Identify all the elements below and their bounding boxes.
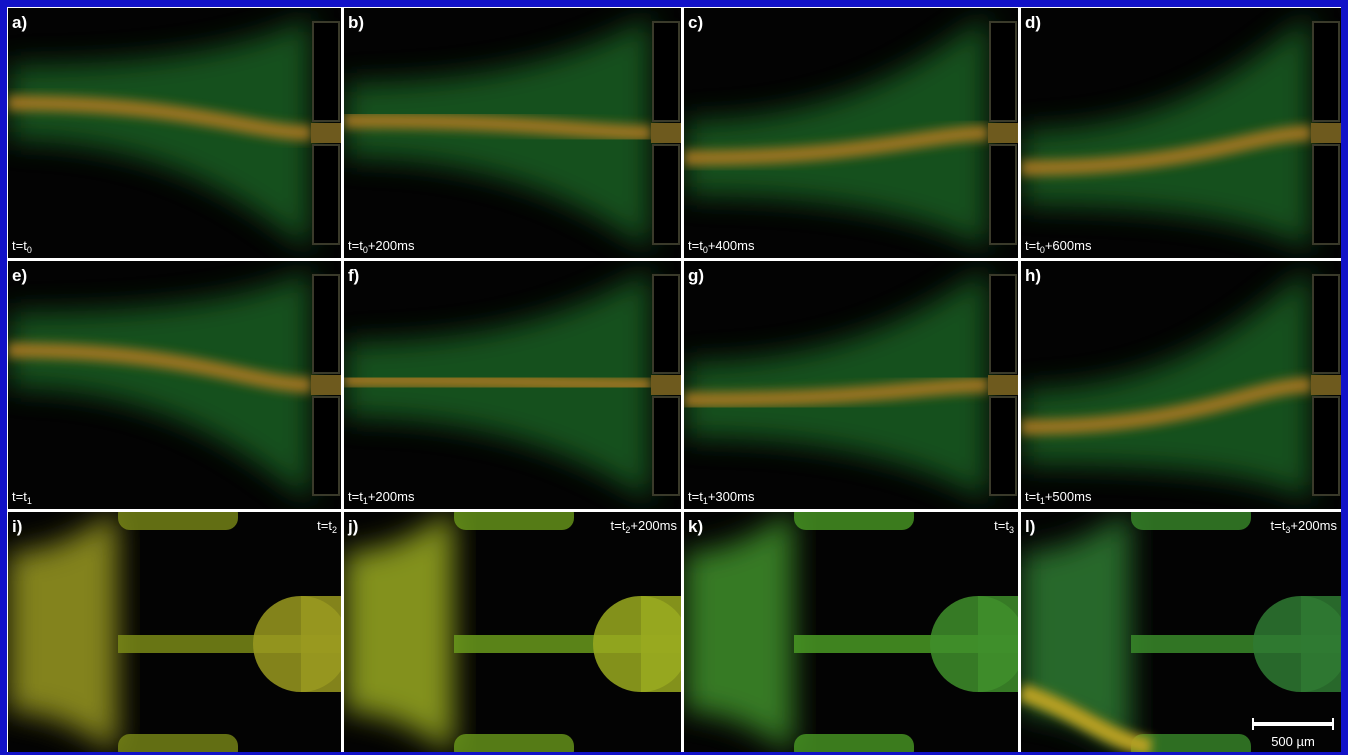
panel-label: i) — [12, 517, 22, 536]
wall — [653, 145, 679, 244]
time-label: t=t1+300ms — [688, 489, 755, 506]
channel — [651, 375, 681, 395]
wall — [990, 145, 1016, 244]
wall — [313, 275, 339, 373]
chamber-ext — [641, 596, 681, 692]
time-base: t=t — [611, 518, 626, 533]
time-sub: 1 — [27, 496, 32, 506]
time-rest: +200ms — [630, 518, 677, 533]
time-base: t=t — [1271, 518, 1286, 533]
panel: f) t=t1+200ms — [344, 261, 681, 509]
time-rest: +300ms — [708, 489, 755, 504]
time-rest: +600ms — [1045, 238, 1092, 253]
panel-label: j) — [347, 517, 358, 536]
wall — [1313, 397, 1339, 495]
time-base: t=t — [12, 489, 27, 504]
panel: i) t=t2 — [8, 502, 349, 755]
wall — [990, 397, 1016, 495]
chamber-ext — [301, 596, 341, 692]
panel-label: k) — [688, 517, 703, 536]
channel — [311, 123, 341, 143]
panel: e) t=t1 — [8, 261, 341, 509]
panel-label: g) — [688, 266, 704, 285]
panel-label: b) — [348, 13, 364, 32]
panel-label: e) — [12, 266, 27, 285]
time-label: t=t2+200ms — [611, 518, 678, 535]
time-rest: +200ms — [368, 238, 415, 253]
figure: a)t=t0b)t=t0+200msc)t=t0+400msd)t=t0+600… — [0, 0, 1348, 755]
time-base: t=t — [994, 518, 1009, 533]
panel: k) t=t3 — [684, 502, 1026, 755]
wall — [1313, 22, 1339, 121]
time-base: t=t — [1025, 489, 1040, 504]
panel-label: h) — [1025, 266, 1041, 285]
wall — [313, 22, 339, 121]
wall — [1313, 145, 1339, 244]
panel: c) t=t0+400ms — [684, 8, 1018, 258]
time-rest: +200ms — [1290, 518, 1337, 533]
time-label: t=t0+200ms — [348, 238, 415, 255]
chamber-ext — [978, 596, 1018, 692]
time-rest: +200ms — [368, 489, 415, 504]
panel-label: d) — [1025, 13, 1041, 32]
panel: d) t=t0+600ms — [1021, 8, 1341, 258]
time-sub: 0 — [27, 245, 32, 255]
time-label: t=t3+200ms — [1271, 518, 1338, 535]
time-label: t=t1+200ms — [348, 489, 415, 506]
time-base: t=t — [348, 238, 363, 253]
panel: g) t=t1+300ms — [684, 261, 1018, 509]
time-rest: +500ms — [1045, 489, 1092, 504]
time-base: t=t — [688, 489, 703, 504]
time-base: t=t — [12, 238, 27, 253]
time-label: t=t1+500ms — [1025, 489, 1092, 506]
channel — [311, 375, 341, 395]
wall — [990, 22, 1016, 121]
panel: j) t=t2+200ms — [344, 502, 689, 755]
bottom-lip — [118, 734, 238, 755]
wall — [653, 275, 679, 373]
channel — [651, 123, 681, 143]
time-base: t=t — [688, 238, 703, 253]
time-sub: 2 — [332, 525, 337, 535]
wall — [990, 275, 1016, 373]
chamber-ext — [1301, 596, 1341, 692]
panel-label: f) — [348, 266, 359, 285]
panel: h) t=t1+500ms — [1021, 261, 1341, 509]
wall — [313, 397, 339, 495]
bottom-lip — [794, 734, 914, 755]
time-label: t=t0+600ms — [1025, 238, 1092, 255]
scale-label: 500 µm — [1271, 734, 1315, 749]
panel: b) t=t0+200ms — [344, 8, 681, 258]
time-base: t=t — [1025, 238, 1040, 253]
time-base: t=t — [348, 489, 363, 504]
channel — [988, 123, 1018, 143]
panel-label: l) — [1025, 517, 1035, 536]
time-rest: +400ms — [708, 238, 755, 253]
panel: l) t=t3+200ms 500 µm — [1021, 502, 1348, 755]
wall — [653, 397, 679, 495]
wall — [1313, 275, 1339, 373]
time-sub: 3 — [1009, 525, 1014, 535]
channel — [988, 375, 1018, 395]
flow-band — [344, 380, 651, 385]
panel-label: a) — [12, 13, 27, 32]
time-base: t=t — [317, 518, 332, 533]
panel: a) t=t0 — [8, 8, 341, 258]
time-label: t=t0+400ms — [688, 238, 755, 255]
panel-label: c) — [688, 13, 703, 32]
bottom-lip — [454, 734, 574, 755]
channel — [1311, 123, 1341, 143]
wall — [313, 145, 339, 244]
channel — [1311, 375, 1341, 395]
wall — [653, 22, 679, 121]
